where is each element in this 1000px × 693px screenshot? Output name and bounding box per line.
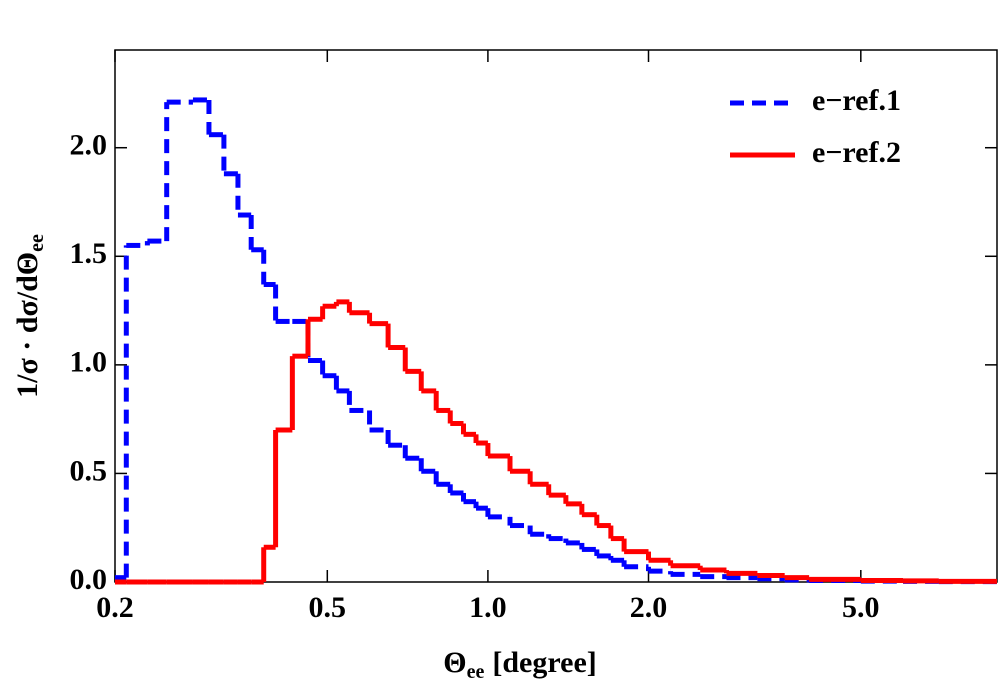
y-tick-label: 0.5 <box>70 454 108 487</box>
legend-label: e−ref.2 <box>812 136 901 169</box>
y-tick-label: 1.0 <box>70 346 108 379</box>
plot-frame <box>114 49 998 583</box>
x-axis-label: Θee [degree] <box>443 646 597 683</box>
legend-label: e−ref.1 <box>812 84 901 117</box>
y-tick-label: 1.5 <box>70 237 108 270</box>
y-axis-label: 1/σ · dσ/dΘee <box>11 234 48 398</box>
y-tick-label: 2.0 <box>70 129 108 162</box>
x-label-unit: [degree] <box>492 646 596 679</box>
y-tick-label: 0.0 <box>70 563 108 596</box>
x-label-sub: ee <box>467 661 485 683</box>
x-tick-label: 2.0 <box>630 591 668 624</box>
y-label-sub: ee <box>26 234 48 252</box>
y-label-main: 1/σ · dσ/dΘ <box>11 252 44 398</box>
x-tick-label: 0.5 <box>309 591 347 624</box>
x-tick-label: 5.0 <box>842 591 880 624</box>
x-tick-label: 1.0 <box>469 591 507 624</box>
x-label-main: Θ <box>443 646 466 679</box>
x-tick-label: 0.2 <box>96 591 134 624</box>
